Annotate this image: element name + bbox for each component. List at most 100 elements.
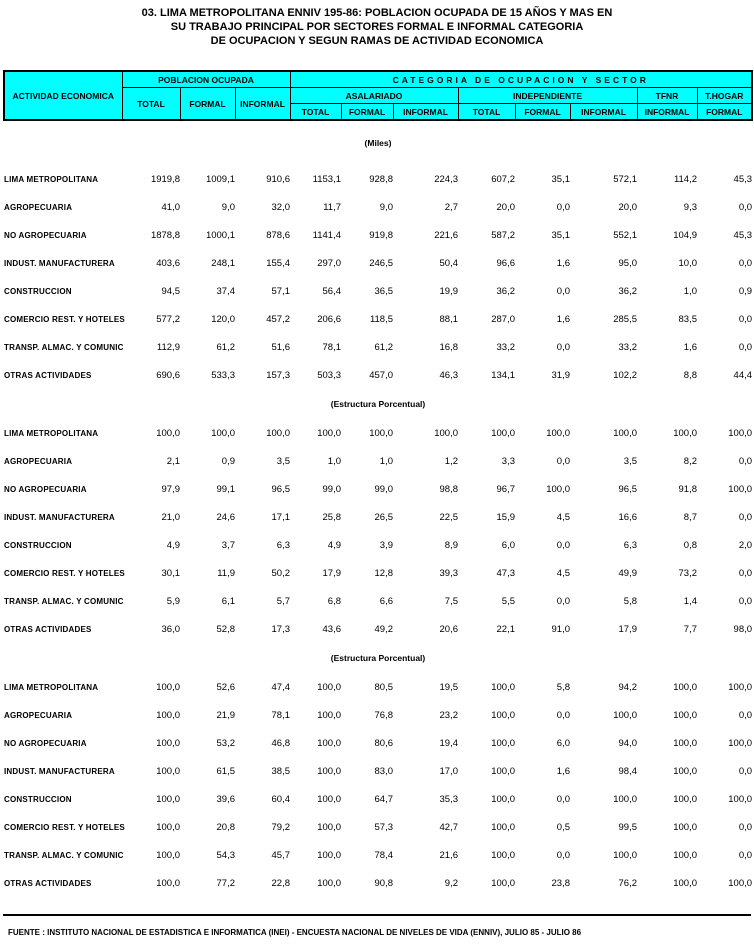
cell-value: 3,5 bbox=[623, 455, 638, 467]
cell-value: 38,5 bbox=[271, 765, 291, 777]
header-poblacion-informal: INFORMAL bbox=[234, 87, 291, 121]
row-label: AGROPECUARIA bbox=[4, 202, 73, 212]
cell-value: 95,0 bbox=[618, 257, 638, 269]
cell-value: 552,1 bbox=[613, 229, 638, 241]
header-group-tfnr: TFNR bbox=[636, 87, 698, 104]
cell-value: 3,7 bbox=[221, 539, 235, 551]
cell-value: 0,0 bbox=[556, 849, 571, 861]
cell-value: 51,6 bbox=[271, 341, 291, 353]
cell-value: 5,8 bbox=[623, 595, 638, 607]
cell-value: 3,9 bbox=[379, 539, 394, 551]
section-label: (Estructura Porcentual) bbox=[330, 653, 426, 663]
cell-value: 88,1 bbox=[439, 313, 459, 325]
cell-value: 100,0 bbox=[613, 427, 638, 439]
table-row: AGROPECUARIA 2,1 0,9 3,5 1,0 1,0 1,2 3,3 0,0 3,5 8… bbox=[4, 447, 752, 475]
cell-value: 1,2 bbox=[444, 455, 459, 467]
cell-value: 100,0 bbox=[156, 737, 180, 749]
title-line-3: DE OCUPACION Y SEGUN RAMAS DE ACTIVIDAD … bbox=[210, 35, 544, 47]
header-independiente-informal: INFORMAL bbox=[569, 103, 638, 121]
cell-value: 42,7 bbox=[439, 821, 459, 833]
cell-value: 100,0 bbox=[317, 427, 342, 439]
cell-value: 53,2 bbox=[216, 737, 236, 749]
cell-value: 35,1 bbox=[551, 229, 571, 241]
cell-value: 16,6 bbox=[618, 511, 638, 523]
cell-value: 8,2 bbox=[683, 455, 698, 467]
row-label: NO AGROPECUARIA bbox=[4, 484, 87, 494]
cell-value: 0,0 bbox=[738, 849, 753, 861]
cell-value: 0,0 bbox=[738, 201, 753, 213]
cell-value: 33,2 bbox=[496, 341, 516, 353]
header-group-thogar: T.HOGAR bbox=[696, 87, 753, 104]
cell-value: 76,8 bbox=[374, 709, 394, 721]
cell-value: 6,0 bbox=[556, 737, 571, 749]
cell-value: 47,4 bbox=[271, 681, 291, 693]
cell-value: 120,0 bbox=[211, 313, 235, 325]
row-label: CONSTRUCCION bbox=[4, 286, 72, 296]
cell-value: 94,0 bbox=[618, 737, 638, 749]
table-row: OTRAS ACTIVIDADES 36,0 52,8 17,3 43,6 49,2 20,… bbox=[4, 615, 752, 643]
cell-value: 4,9 bbox=[327, 539, 342, 551]
row-label: LIMA METROPOLITANA bbox=[4, 682, 99, 692]
cell-value: 79,2 bbox=[271, 821, 291, 833]
cell-value: 76,2 bbox=[618, 877, 638, 889]
row-label: NO AGROPECUARIA bbox=[4, 230, 87, 240]
table-row: CONSTRUCCION 94,5 37,4 57,1 56,4 36,5 19,9 36,2… bbox=[4, 277, 752, 305]
cell-value: 98,4 bbox=[618, 765, 638, 777]
row-label: INDUST. MANUFACTURERA bbox=[4, 766, 115, 776]
header-thogar-formal: FORMAL bbox=[696, 103, 753, 121]
cell-value: 21,6 bbox=[439, 849, 459, 861]
cell-value: 15,9 bbox=[496, 511, 516, 523]
row-label: AGROPECUARIA bbox=[4, 710, 73, 720]
cell-value: 100,0 bbox=[728, 483, 753, 495]
header-group-asalariado: ASALARIADO bbox=[289, 87, 459, 104]
cell-value: 25,8 bbox=[322, 511, 342, 523]
cell-value: 60,4 bbox=[271, 793, 291, 805]
table-row: CONSTRUCCION 4,9 3,7 6,3 4,9 3,9 8,9 6,0 0,0 6,3 0… bbox=[4, 531, 752, 559]
cell-value: 0,0 bbox=[556, 341, 571, 353]
cell-value: 0,0 bbox=[556, 539, 571, 551]
cell-value: 100,0 bbox=[369, 427, 394, 439]
cell-value: 99,0 bbox=[322, 483, 342, 495]
cell-value: 8,7 bbox=[683, 511, 698, 523]
cell-value: 0,5 bbox=[556, 821, 571, 833]
cell-value: 690,6 bbox=[156, 369, 180, 381]
cell-value: 0,8 bbox=[683, 539, 698, 551]
header-group-poblacion-ocupada: POBLACION OCUPADA bbox=[121, 70, 291, 88]
cell-value: 118,5 bbox=[369, 313, 394, 325]
cell-value: 0,0 bbox=[738, 709, 753, 721]
cell-value: 17,0 bbox=[439, 765, 459, 777]
cell-value: 96,5 bbox=[618, 483, 638, 495]
cell-value: 2,1 bbox=[166, 455, 180, 467]
section-label-row: (Estructura Porcentual) bbox=[4, 389, 752, 419]
cell-value: 61,2 bbox=[216, 341, 236, 353]
cell-value: 56,4 bbox=[322, 285, 342, 297]
row-label: CONSTRUCCION bbox=[4, 794, 72, 804]
table-row: NO AGROPECUARIA 97,9 99,1 96,5 99,0 99,0 98,8 9… bbox=[4, 475, 752, 503]
row-label: CONSTRUCCION bbox=[4, 540, 72, 550]
cell-value: 50,2 bbox=[271, 567, 291, 579]
cell-value: 100,0 bbox=[673, 737, 698, 749]
table-row: COMERCIO REST. Y HOTELES 577,2 120,0 457,2 2… bbox=[4, 305, 752, 333]
cell-value: 100,0 bbox=[491, 793, 516, 805]
page-title: 03. LIMA METROPOLITANA ENNIV 195-86: POB… bbox=[0, 0, 754, 48]
cell-value: 100,0 bbox=[491, 765, 516, 777]
cell-value: 919,8 bbox=[369, 229, 394, 241]
table-row: OTRAS ACTIVIDADES 100,0 77,2 22,8 100,0 90,8 9… bbox=[4, 869, 752, 897]
cell-value: 100,0 bbox=[613, 709, 638, 721]
header-tfnr-informal: INFORMAL bbox=[636, 103, 698, 121]
cell-value: 134,1 bbox=[491, 369, 516, 381]
cell-value: 1919,8 bbox=[150, 173, 180, 185]
cell-value: 224,3 bbox=[434, 173, 459, 185]
cell-value: 100,0 bbox=[317, 877, 342, 889]
cell-value: 1009,1 bbox=[205, 173, 235, 185]
cell-value: 9,3 bbox=[683, 201, 698, 213]
row-label: COMERCIO REST. Y HOTELES bbox=[4, 568, 125, 578]
cell-value: 100,0 bbox=[728, 793, 753, 805]
cell-value: 285,5 bbox=[613, 313, 638, 325]
cell-value: 100,0 bbox=[266, 427, 291, 439]
header-poblacion-total: TOTAL bbox=[121, 87, 181, 121]
cell-value: 503,3 bbox=[317, 369, 342, 381]
cell-value: 54,3 bbox=[216, 849, 236, 861]
cell-value: 78,4 bbox=[374, 849, 394, 861]
cell-value: 94,2 bbox=[618, 681, 638, 693]
